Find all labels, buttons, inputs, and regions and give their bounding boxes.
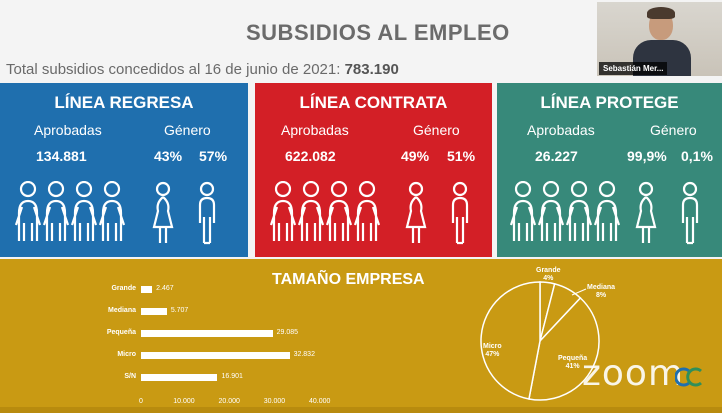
person-icon [325,181,353,241]
female-icon [405,181,427,243]
approved-value: 134.881 [36,148,87,164]
people-icons [509,181,699,245]
bar-category-label: Pequeña [106,329,136,336]
pie-slice [480,281,541,400]
person-icon [14,181,42,241]
pie-slice-label: Pequeña 41% [558,355,588,370]
participant-name: Sebastián Mer... [599,62,668,75]
person-icon [537,181,565,241]
approved-value: 26.227 [535,148,578,164]
panel-title: LÍNEA PROTEGE [540,93,679,112]
bar [141,286,153,293]
bar-category-label: Mediana [107,307,136,314]
bar [141,374,218,381]
total-subsidies: Total subsidios concedidos al 16 de juni… [6,61,399,78]
male-percent: 57% [199,148,228,164]
people-icons [14,181,216,245]
bar-value-label: 32.832 [293,351,315,358]
company-size-section: TAMAÑO EMPRESA Grande 2.467 Mediana 5.707 Pe… [0,259,722,407]
panel-linea-regresa: LÍNEA REGRESA Aprobadas Género 134.881 4… [0,83,248,257]
total-label: Total subsidios concedidos al 16 de juni… [6,61,341,78]
bar [141,330,273,337]
person-icon [509,181,537,241]
person-icon [70,181,98,241]
person-icon [98,181,126,241]
male-icon [198,181,216,245]
pie-slice-label: Grande 4% [536,267,561,282]
person-icon [297,181,325,241]
bar-value-label: 16.901 [221,373,243,380]
person-icon [593,181,621,241]
bar-category-label: Micro [117,351,136,358]
bar-category-label: Grande [111,285,136,292]
panel-title: LÍNEA CONTRATA [299,93,448,112]
pie-leader-line [571,288,587,296]
x-tick-label: 0 [139,398,143,405]
bar-value-label: 5.707 [170,307,189,314]
bar-value-label: 2.467 [156,285,174,292]
male-percent: 51% [447,148,476,164]
person-icon [269,181,297,241]
participant-video[interactable]: Sebastián Mer... [597,2,722,76]
panel-linea-protege: LÍNEA PROTEGE Aprobadas Género 26.227 99… [497,83,722,257]
gender-label: Género [650,122,697,138]
people-icons [269,181,469,245]
male-icon [451,181,469,245]
person-icon [565,181,593,241]
x-tick-label: 30.000 [263,398,286,405]
female-percent: 49% [401,148,430,164]
x-tick-label: 40.000 [309,398,331,405]
bar-value-label: 29.085 [276,329,299,336]
section-title: TAMAÑO EMPRESA [272,271,425,288]
bottom-strip [0,407,722,413]
pie-chart [480,281,600,401]
panel-title: LÍNEA REGRESA [54,93,194,112]
male-icon [681,181,699,245]
participant-hair [647,7,675,19]
pie-slice [528,296,600,401]
x-tick-label: 20.000 [218,398,240,405]
logo-icon [675,367,717,387]
approved-label: Aprobadas [527,122,595,138]
approved-value: 622.082 [285,148,336,164]
x-tick-label: 10.000 [173,398,195,405]
total-value: 783.190 [344,61,399,78]
pie-slice-label: Mediana 8% [587,284,616,299]
female-percent: 99,9% [627,148,667,164]
female-percent: 43% [154,148,183,164]
approved-label: Aprobadas [281,122,349,138]
female-icon [635,181,657,243]
person-icon [42,181,70,241]
zoom-watermark: zoom [582,353,685,394]
approved-label: Aprobadas [34,122,102,138]
gender-label: Género [413,122,460,138]
pie-slice-label: Micro 47% [483,343,502,358]
bar [141,308,167,315]
gender-label: Género [164,122,211,138]
bar [141,352,290,359]
bar-category-label: S/N [124,373,136,380]
male-percent: 0,1% [681,148,713,164]
female-icon [152,181,174,243]
slide-title: SUBSIDIOS AL EMPLEO [246,20,510,45]
person-icon [353,181,381,241]
panel-linea-contrata: LÍNEA CONTRATA Aprobadas Género 622.082 … [255,83,492,257]
